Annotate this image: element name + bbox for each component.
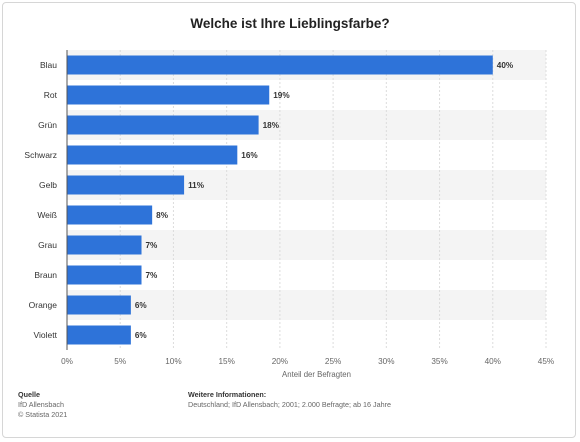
chart-title: Welche ist Ihre Lieblingsfarbe? [190,16,390,31]
source-line-2: © Statista 2021 [18,410,68,419]
x-axis-title: Anteil der Befragten [282,370,351,379]
value-label: 6% [135,331,148,340]
category-label: Grau [38,240,57,250]
category-label: Violett [34,330,58,340]
bar [67,235,142,255]
value-label: 7% [146,271,159,280]
bar [67,265,142,285]
value-label: 6% [135,301,148,310]
source-heading: Quelle [18,390,40,399]
row-stripe [67,230,546,260]
bar [67,85,270,105]
x-tick-label: 15% [218,357,234,366]
bar [67,55,493,75]
x-tick-label: 20% [272,357,288,366]
x-tick-label: 40% [485,357,501,366]
bar [67,145,238,165]
x-tick-label: 10% [165,357,181,366]
category-label: Braun [34,270,57,280]
x-tick-label: 45% [538,357,554,366]
category-label: Gelb [39,180,57,190]
x-tick-label: 5% [114,357,126,366]
category-label: Rot [44,90,58,100]
value-label: 8% [156,211,169,220]
bar [67,115,259,135]
x-tick-label: 35% [431,357,447,366]
value-label: 11% [188,181,205,190]
source-line-1: IfD Allensbach [18,400,64,409]
value-label: 19% [273,91,290,100]
bar [67,175,185,195]
category-label: Grün [38,120,57,130]
category-label: Schwarz [24,150,57,160]
info-block: Weitere Informationen: Deutschland; IfD … [188,390,391,410]
row-stripe [67,290,546,320]
info-heading: Weitere Informationen: [188,390,267,399]
bar [67,295,131,315]
x-tick-label: 25% [325,357,341,366]
category-label: Weiß [37,210,57,220]
value-label: 40% [497,61,514,70]
category-label: Orange [29,300,58,310]
x-tick-label: 0% [61,357,73,366]
info-text: Deutschland; IfD Allensbach; 2001; 2.000… [188,400,391,409]
value-label: 18% [263,121,280,130]
bar [67,205,153,225]
source-block: Quelle IfD Allensbach © Statista 2021 [18,390,67,420]
bar [67,325,131,345]
x-tick-label: 30% [378,357,394,366]
category-label: Blau [40,60,57,70]
value-label: 16% [241,151,258,160]
value-label: 7% [146,241,159,250]
